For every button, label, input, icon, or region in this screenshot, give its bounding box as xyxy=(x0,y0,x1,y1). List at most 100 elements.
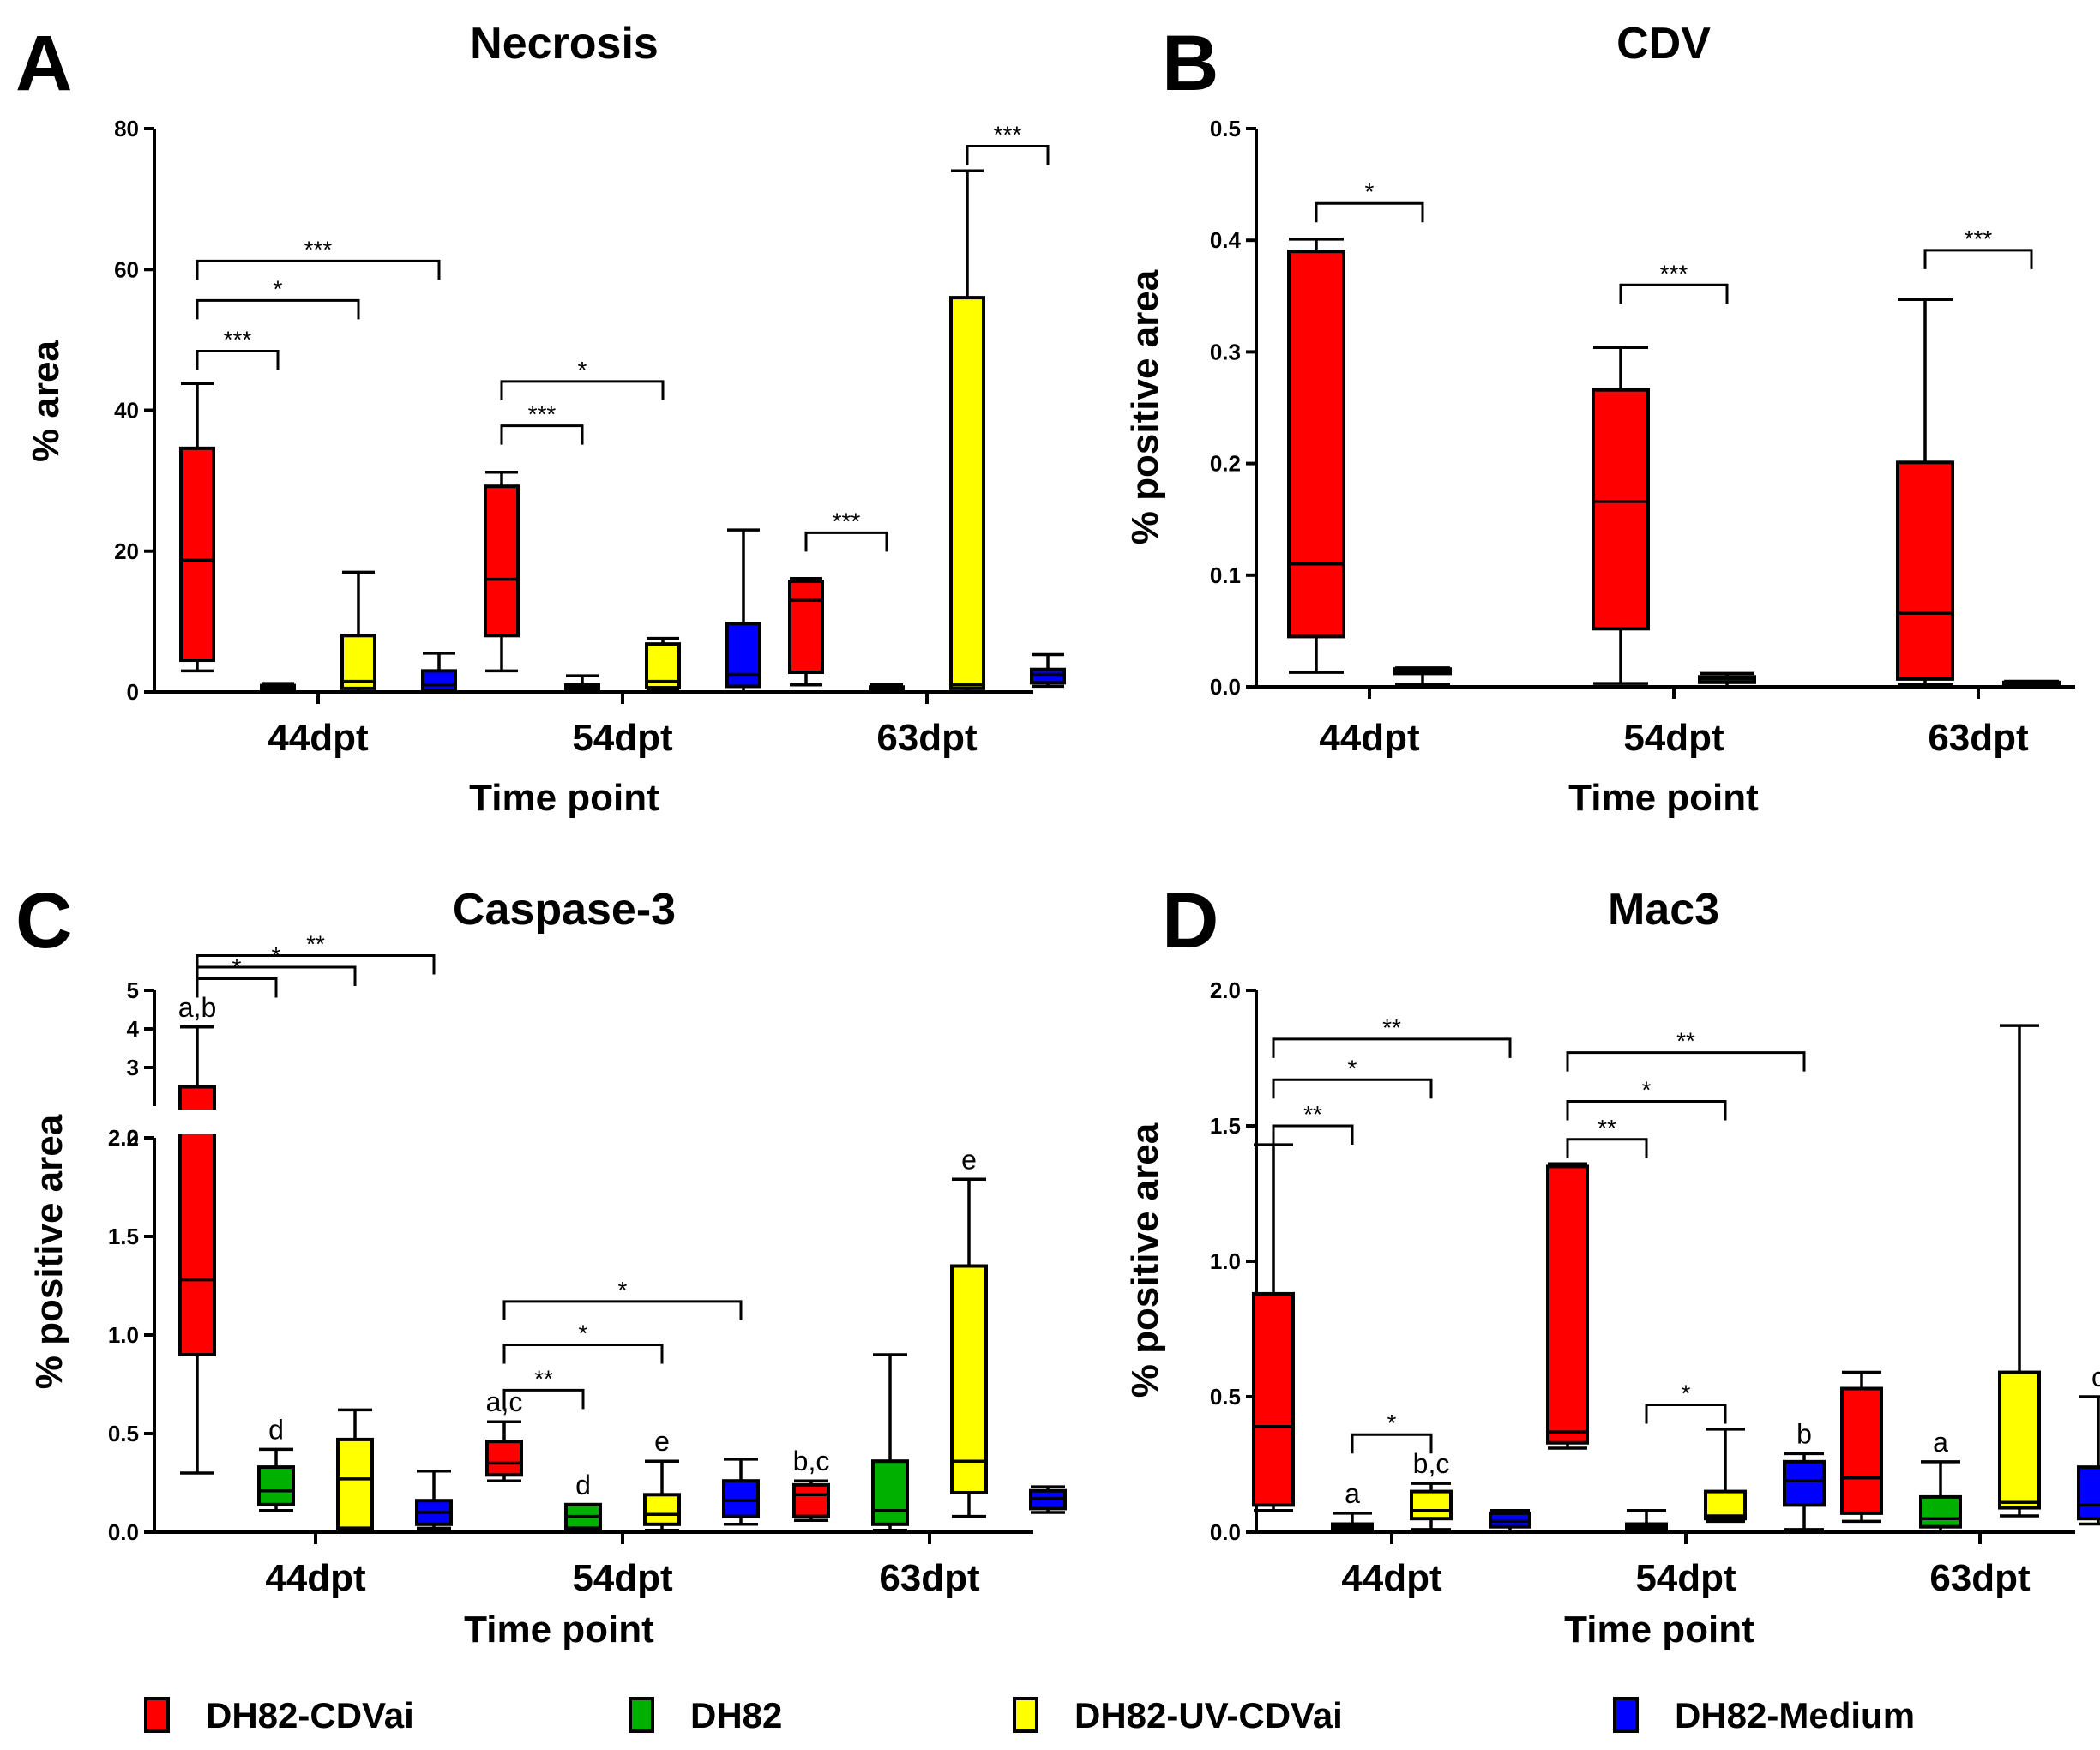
y-tick-label: 1.5 xyxy=(108,1224,139,1249)
significance-label: * xyxy=(1387,1410,1397,1436)
group-letter: b,c xyxy=(793,1446,830,1476)
significance-bracket xyxy=(196,954,436,975)
panel-letter: C xyxy=(15,877,72,965)
y-tick-label: 0.3 xyxy=(1210,339,1241,364)
y-tick-label: 80 xyxy=(114,116,139,141)
significance-label: * xyxy=(274,275,283,302)
x-tick-label: 54dpt xyxy=(572,717,673,759)
significance-bracket xyxy=(1566,1100,1727,1121)
significance-bracket xyxy=(1923,249,2033,269)
box-iqr xyxy=(1998,1370,2041,1510)
significance-bracket xyxy=(500,380,665,400)
legend: DH82-CDVai DH82 DH82-UV-CDVai DH82-Mediu… xyxy=(144,1695,1915,1735)
legend-item: DH82-Medium xyxy=(1613,1695,1915,1735)
significance-bracket xyxy=(1272,1078,1433,1099)
x-axis-title: Time point xyxy=(469,777,659,819)
y-tick-label: 0.5 xyxy=(1210,1384,1241,1410)
x-tick-label: 44dpt xyxy=(1319,717,1420,759)
legend-label: DH82 xyxy=(690,1695,782,1735)
box-iqr xyxy=(1704,1489,1747,1521)
box-iqr xyxy=(421,669,457,693)
legend-label: DH82-CDVai xyxy=(206,1695,414,1735)
significance-label: ** xyxy=(1676,1028,1695,1055)
chart-title: CDV xyxy=(1616,19,1711,69)
significance-label: * xyxy=(578,357,587,383)
y-tick-label: 20 xyxy=(114,538,139,564)
y-tick-label: 1.0 xyxy=(1210,1248,1241,1274)
box-iqr xyxy=(792,1482,830,1518)
significance-bracket xyxy=(196,298,360,320)
box-iqr xyxy=(788,580,824,675)
box-iqr xyxy=(485,1440,523,1477)
box-iqr xyxy=(643,1493,681,1526)
y-axis-title: % positive area xyxy=(28,1114,70,1389)
y-tick-label: 60 xyxy=(114,256,139,282)
y-tick-label: 0.4 xyxy=(1210,227,1242,253)
box-iqr xyxy=(1252,1291,1295,1507)
y-tick-label: 0.0 xyxy=(1210,674,1241,700)
significance-label: ** xyxy=(1598,1115,1616,1141)
y-tick-label: 3 xyxy=(127,1055,139,1080)
significance-label: ** xyxy=(1303,1101,1322,1128)
x-tick-label: 44dpt xyxy=(265,1557,366,1599)
significance-bracket xyxy=(1645,1403,1727,1424)
significance-label: * xyxy=(579,1320,588,1347)
axis-break-gap xyxy=(146,1110,283,1134)
y-tick-label: 0.5 xyxy=(108,1421,139,1446)
significance-label: ** xyxy=(306,931,325,958)
panel-letter: B xyxy=(1162,20,1218,107)
y-axis-title: % area xyxy=(25,340,67,462)
x-axis-title: Time point xyxy=(1568,777,1759,819)
box-iqr xyxy=(725,622,761,689)
significance-label: * xyxy=(1348,1055,1357,1081)
chart-title: Mac3 xyxy=(1608,885,1719,935)
box-iqr xyxy=(1919,1494,1962,1529)
significance-label: *** xyxy=(304,236,333,262)
y-tick-label: 2.0 xyxy=(108,1125,139,1151)
box-iqr xyxy=(336,1437,374,1530)
significance-label: *** xyxy=(528,401,557,428)
group-letter: a xyxy=(1933,1427,1948,1458)
y-axis-title: % positive area xyxy=(1124,1122,1166,1398)
x-tick-label: 54dpt xyxy=(572,1557,673,1599)
x-tick-label: 63dpt xyxy=(879,1557,980,1599)
legend-swatch-dh82-medium xyxy=(1613,1697,1639,1733)
significance-label: * xyxy=(1365,178,1375,205)
group-letter: b xyxy=(1796,1418,1812,1449)
significance-bracket xyxy=(1315,201,1424,223)
y-tick-label: 0.5 xyxy=(1210,116,1241,141)
group-letter: a,b xyxy=(178,992,216,1023)
y-tick-label: 1.5 xyxy=(1210,1113,1241,1139)
significance-bracket xyxy=(804,531,888,552)
significance-bracket xyxy=(1566,1138,1648,1158)
x-tick-label: 44dpt xyxy=(268,717,369,759)
panel-b-cdv: B CDV Time point % positive area 0.0 0.1 0… xyxy=(1124,19,2075,819)
significance-bracket xyxy=(500,424,584,445)
significance-bracket xyxy=(966,145,1050,165)
significance-bracket xyxy=(1272,1124,1354,1145)
box-iqr xyxy=(871,1459,909,1526)
x-axis-title: Time point xyxy=(1564,1609,1754,1651)
y-tick-label: 0.1 xyxy=(1210,562,1241,588)
group-letter: a xyxy=(1345,1478,1360,1509)
panel-a-necrosis: A Necrosis Time point % area 0 20 40 60 80 44… xyxy=(15,19,1066,819)
significance-bracket xyxy=(1566,1051,1806,1072)
box-iqr xyxy=(1287,250,1345,639)
significance-bracket xyxy=(196,977,278,998)
significance-label: ** xyxy=(534,1365,553,1392)
y-tick-label: 4 xyxy=(127,1016,140,1042)
box-iqr xyxy=(1030,667,1066,685)
legend-item: DH82-UV-CDVai xyxy=(1013,1695,1343,1735)
box-iqr xyxy=(1840,1386,1883,1515)
panel-letter: A xyxy=(15,20,72,107)
box-iqr xyxy=(949,296,985,690)
y-tick-label: 0.2 xyxy=(1210,451,1241,477)
significance-label: ** xyxy=(1382,1014,1401,1041)
chart-title: Caspase-3 xyxy=(453,885,676,935)
significance-label: *** xyxy=(994,122,1022,148)
box-iqr xyxy=(2077,1465,2100,1521)
significance-label: *** xyxy=(833,508,861,534)
significance-bracket xyxy=(502,1388,585,1410)
significance-label: * xyxy=(1642,1077,1652,1104)
